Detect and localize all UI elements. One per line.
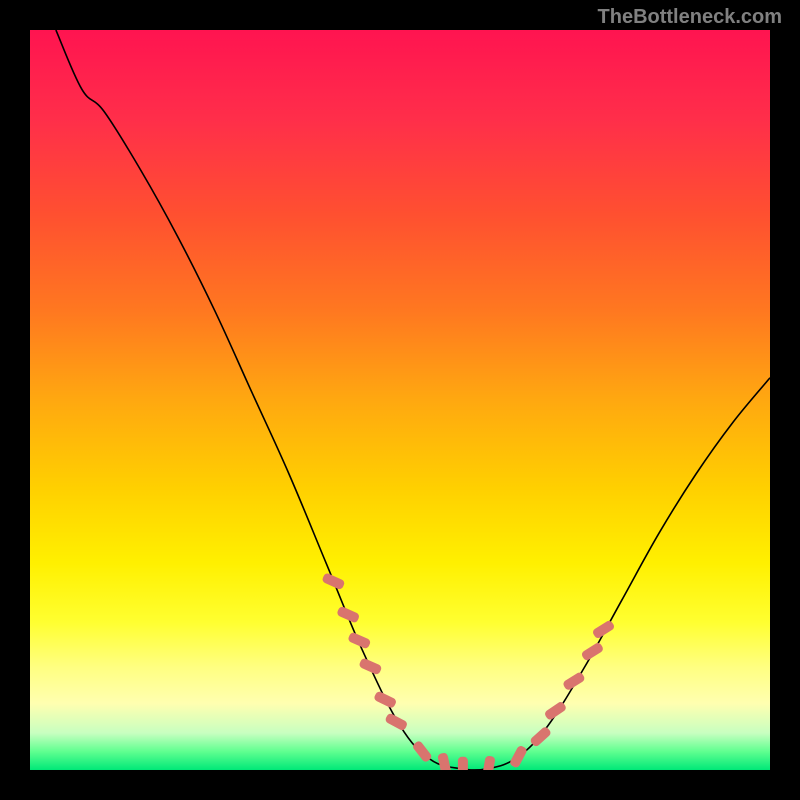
plot-area: [30, 30, 770, 770]
chart-container: TheBottleneck.com: [0, 0, 800, 800]
watermark-text: TheBottleneck.com: [598, 6, 782, 29]
gradient-background: [30, 30, 770, 770]
chart-svg: [30, 30, 770, 770]
curve-marker: [458, 757, 468, 770]
